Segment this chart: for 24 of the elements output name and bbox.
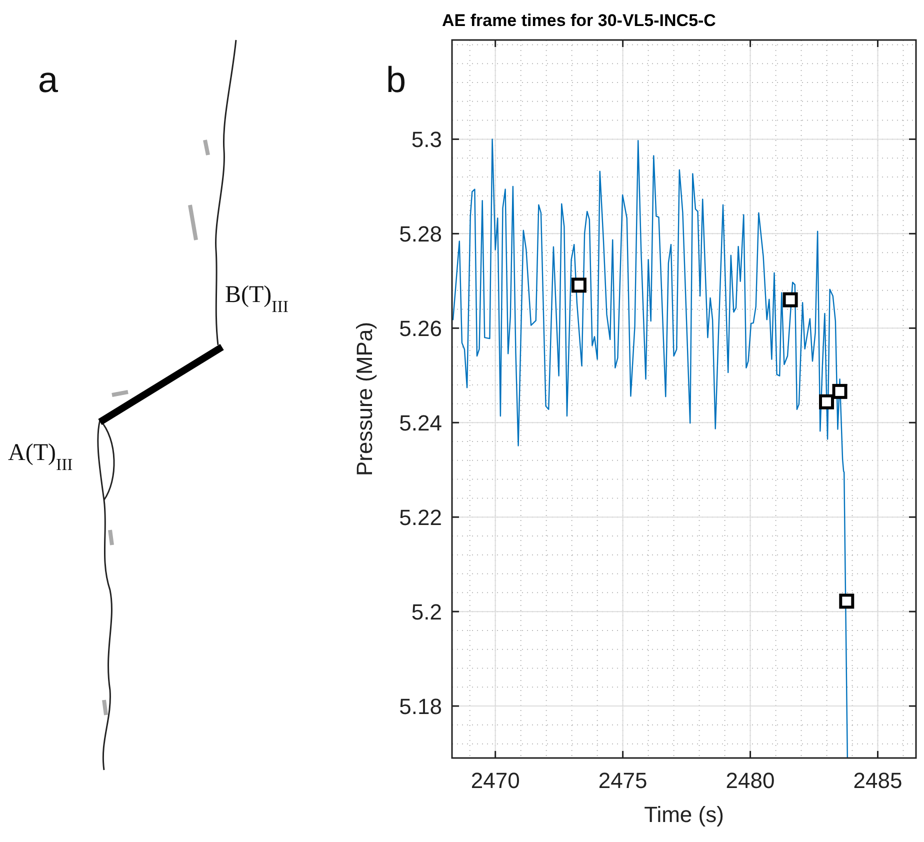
y-tick-label: 5.24 [399,410,442,436]
x-tick-label: 2475 [598,768,648,793]
y-tick-label: 5.2 [411,600,442,625]
x-tick-label: 2485 [853,768,902,793]
point [571,278,586,293]
y-tick-label: 5.3 [411,127,442,152]
x-axis-title: Time (s) [644,802,724,827]
text: a [38,59,59,100]
y-tick-label: 5.18 [399,694,442,720]
point [832,384,848,399]
point [839,594,854,609]
text: B(T)$_{III}$ [225,282,288,316]
text: A(T)$_{III}$ [8,440,73,474]
x-tick-label: 2480 [726,768,775,793]
point [819,394,834,410]
point [782,292,798,308]
y-tick-label: 5.26 [399,316,442,342]
x-tick-label: 2470 [470,768,520,793]
y-tick-label: 5.22 [399,505,442,530]
chart-title: AE frame times for 30-VL5-INC5-C [442,11,716,30]
text: b [386,59,406,100]
line-series [452,138,848,758]
y-axis-title: Pressure (MPa) [352,322,377,476]
y-tick-label: 5.28 [399,222,442,247]
